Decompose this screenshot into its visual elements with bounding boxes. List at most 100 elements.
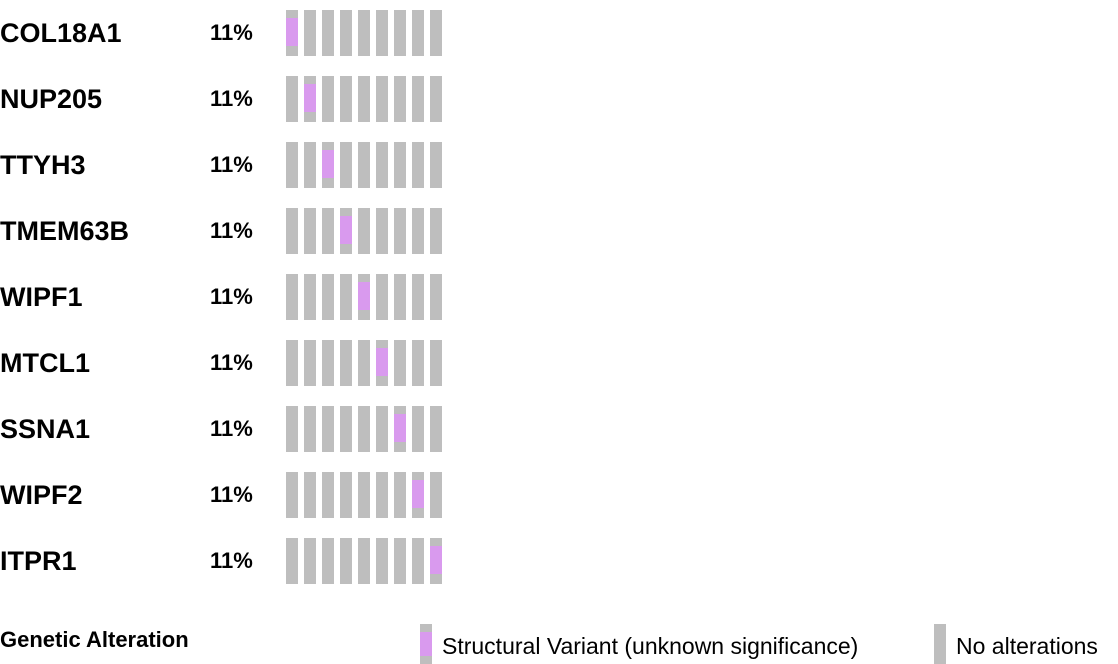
gene-label: MTCL1 [0,348,90,378]
sample-cell [322,538,334,584]
sample-cell [376,472,388,518]
sample-cell [376,76,388,122]
sample-cell [358,472,370,518]
sample-cell [430,76,442,122]
sample-cell [286,472,298,518]
sample-cell [430,142,442,188]
sample-cell [286,340,298,386]
gene-label: TTYH3 [0,150,86,180]
sample-cell [340,274,352,320]
sample-cell [430,472,442,518]
sample-cell [286,142,298,188]
sample-cell [286,406,298,452]
sample-cell [340,142,352,188]
sample-cell [412,340,424,386]
sample-cell [358,406,370,452]
gene-label: TMEM63B [0,216,130,246]
sample-cell [412,208,424,254]
gene-label: ITPR1 [0,546,77,576]
gene-label: WIPF2 [0,480,83,510]
gene-label: SSNA1 [0,414,91,444]
sample-cell [322,208,334,254]
sample-cell [412,406,424,452]
legend-label-structural-variant: Structural Variant (unknown significance… [442,633,859,659]
sample-cell [412,274,424,320]
sample-cell [430,208,442,254]
sample-cell [394,76,406,122]
sample-cell [430,406,442,452]
legend-title: Genetic Alteration [0,627,189,652]
percent-label: 11% [210,218,253,243]
sample-cell [430,10,442,56]
percent-label: 11% [210,350,253,375]
sample-cell [376,208,388,254]
sample-cell [304,406,316,452]
sample-cell [340,406,352,452]
sample-cell [358,208,370,254]
sample-cell [340,76,352,122]
structural-variant-mark [394,414,406,442]
sample-cell [322,340,334,386]
structural-variant-mark [358,282,370,310]
structural-variant-mark [322,150,334,178]
sample-cell [322,76,334,122]
sample-cell [412,10,424,56]
sample-cell [394,472,406,518]
structural-variant-mark [412,480,424,508]
sample-cell [304,472,316,518]
sample-cell [322,406,334,452]
sample-cell [304,274,316,320]
structural-variant-mark [376,348,388,376]
sample-cell [412,76,424,122]
percent-label: 11% [210,152,253,177]
sample-cell [358,142,370,188]
sample-cell [340,472,352,518]
sample-cell [340,340,352,386]
percent-label: 11% [210,548,253,573]
sample-cell [304,538,316,584]
sample-cell [376,406,388,452]
sample-cell [394,340,406,386]
gene-label: WIPF1 [0,282,83,312]
sample-cell [322,10,334,56]
sample-cell [376,10,388,56]
percent-label: 11% [210,20,253,45]
sample-cell [376,274,388,320]
percent-label: 11% [210,86,253,111]
sample-cell [394,10,406,56]
sample-cell [412,142,424,188]
sample-cell [286,274,298,320]
sample-cell [304,10,316,56]
legend-label-no-alterations: No alterations [956,633,1098,659]
percent-label: 11% [210,482,253,507]
sample-cell [394,274,406,320]
structural-variant-mark [340,216,352,244]
structural-variant-mark [430,546,442,574]
sample-cell [430,340,442,386]
gene-label: NUP205 [0,84,103,114]
sample-cell [358,10,370,56]
sample-cell [340,10,352,56]
sample-cell [286,76,298,122]
sample-cell [286,208,298,254]
sample-cell [394,142,406,188]
sample-cell [376,538,388,584]
percent-label: 11% [210,284,253,309]
percent-label: 11% [210,416,253,441]
sample-cell [304,142,316,188]
sample-cell [430,274,442,320]
sample-cell [322,274,334,320]
gene-label: COL18A1 [0,18,122,48]
structural-variant-mark [286,18,298,46]
sample-cell [394,538,406,584]
sample-cell [394,208,406,254]
alteration-grid [286,10,442,584]
sample-cell [304,208,316,254]
structural-variant-mark [304,84,316,112]
sample-cell [322,472,334,518]
sample-cell [340,538,352,584]
sample-cell [358,340,370,386]
sample-cell [304,340,316,386]
sample-cell [412,538,424,584]
sample-cell [376,142,388,188]
